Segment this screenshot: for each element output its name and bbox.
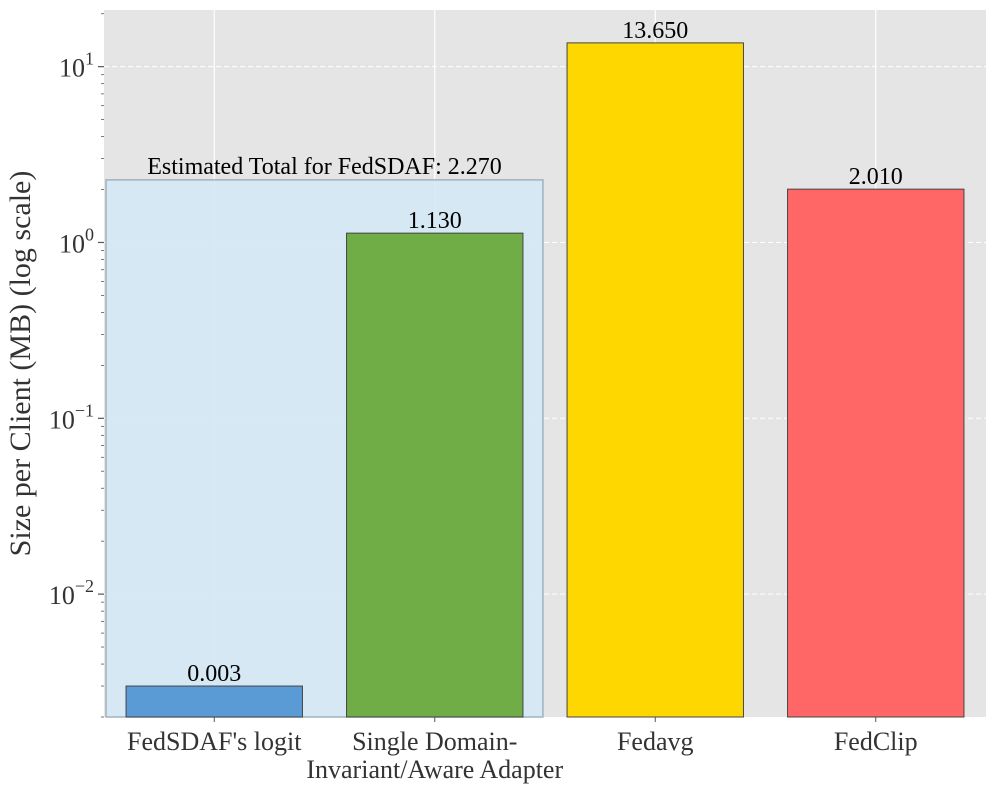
y-tick-label: 101 bbox=[59, 49, 94, 83]
x-tick-label: FedClip bbox=[834, 727, 918, 756]
x-tick-label: Single Domain- bbox=[352, 727, 517, 756]
y-axis: 10−2 10−1 100 101 bbox=[49, 13, 104, 718]
estimated-total-label: Estimated Total for FedSDAF: 2.270 bbox=[147, 154, 502, 180]
x-axis: FedSDAF's logit Single Domain-Invariant/A… bbox=[127, 717, 918, 784]
bar bbox=[125, 685, 303, 718]
bar-value-label: 13.650 bbox=[622, 18, 688, 44]
bar bbox=[346, 232, 524, 718]
y-tick-label: 10−2 bbox=[49, 576, 94, 610]
bar-value-label: 2.010 bbox=[849, 164, 903, 190]
bar bbox=[787, 188, 965, 718]
y-tick-label: 10−1 bbox=[49, 400, 94, 434]
y-tick-label: 100 bbox=[59, 224, 94, 258]
bars bbox=[125, 42, 965, 718]
y-axis-title: Size per Client (MB) (log scale) bbox=[4, 171, 37, 557]
x-tick-label-line2: Invariant/Aware Adapter bbox=[306, 755, 563, 784]
x-tick-label: FedSDAF's logit bbox=[127, 727, 302, 756]
bar-value-label: 0.003 bbox=[187, 661, 241, 687]
x-tick-label: Fedavg bbox=[617, 727, 694, 756]
bar-value-label: 1.130 bbox=[408, 208, 462, 234]
value-labels: 0.003 1.130 13.650 2.010 bbox=[187, 18, 903, 687]
bar bbox=[566, 42, 744, 718]
